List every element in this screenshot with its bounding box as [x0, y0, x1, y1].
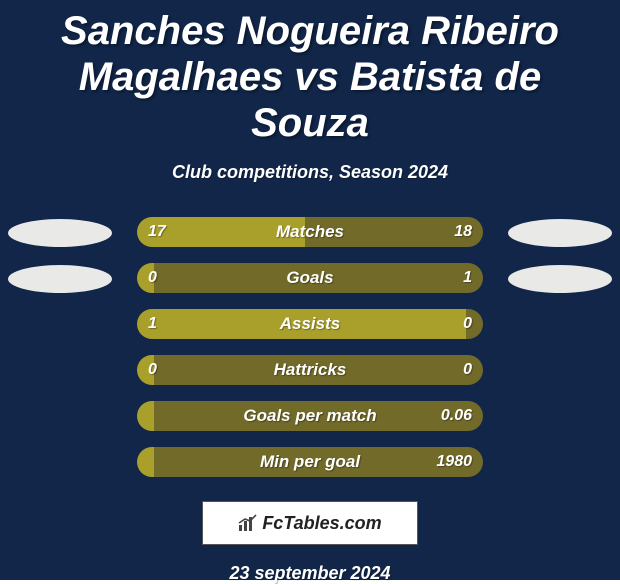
stat-bar — [137, 355, 483, 385]
page-title: Sanches Nogueira Ribeiro Magalhaes vs Ba… — [0, 0, 620, 146]
stat-bar-right-fill — [154, 263, 483, 293]
stat-bar — [137, 309, 483, 339]
stat-value-right: 0.06 — [441, 401, 472, 431]
brand-box[interactable]: FcTables.com — [202, 501, 418, 545]
player-oval-left — [8, 219, 112, 247]
player-oval-right — [508, 265, 612, 293]
stat-bar — [137, 263, 483, 293]
stat-bar-right-fill — [154, 447, 483, 477]
stat-row: 10Assists — [0, 309, 620, 355]
stat-bar-right-fill — [154, 355, 483, 385]
stat-value-left: 0 — [148, 263, 157, 293]
comparison-card: Sanches Nogueira Ribeiro Magalhaes vs Ba… — [0, 0, 620, 580]
stat-row: 1718Matches — [0, 217, 620, 263]
subtitle: Club competitions, Season 2024 — [0, 162, 620, 183]
stat-value-left: 17 — [148, 217, 166, 247]
stat-value-right: 0 — [463, 309, 472, 339]
stat-bar-left-fill — [137, 447, 154, 477]
stat-bar — [137, 217, 483, 247]
stat-value-left: 0 — [148, 355, 157, 385]
stat-bar-right-fill — [154, 401, 483, 431]
stat-value-left: 1 — [148, 309, 157, 339]
chart-icon — [238, 514, 258, 532]
stats-block: 1718Matches01Goals10Assists00Hattricks0.… — [0, 217, 620, 493]
stat-bar — [137, 401, 483, 431]
stat-value-right: 1 — [463, 263, 472, 293]
stat-row: 01Goals — [0, 263, 620, 309]
stat-value-right: 18 — [454, 217, 472, 247]
brand-label: FcTables.com — [262, 513, 381, 534]
brand-text: FcTables.com — [238, 513, 381, 534]
stat-bar-left-fill — [137, 309, 466, 339]
stat-row: 0.06Goals per match — [0, 401, 620, 447]
stat-row: 1980Min per goal — [0, 447, 620, 493]
stat-value-right: 0 — [463, 355, 472, 385]
player-oval-right — [508, 219, 612, 247]
date-line: 23 september 2024 — [0, 563, 620, 584]
stat-bar-left-fill — [137, 401, 154, 431]
stat-bar — [137, 447, 483, 477]
player-oval-left — [8, 265, 112, 293]
stat-row: 00Hattricks — [0, 355, 620, 401]
stat-value-right: 1980 — [436, 447, 472, 477]
